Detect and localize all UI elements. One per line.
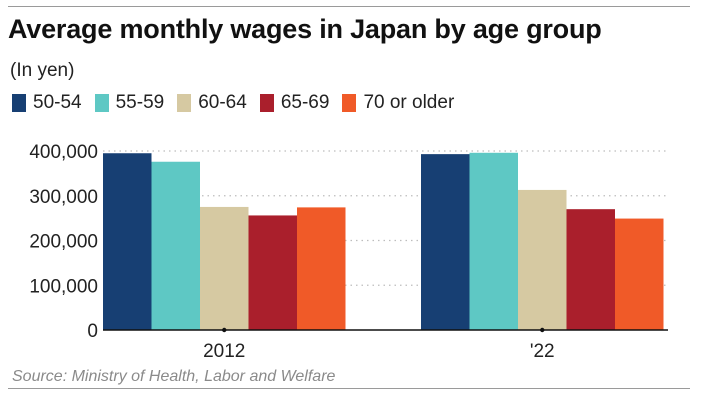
legend-item-60-64: 60-64 (177, 92, 247, 114)
legend: 50-54 55-59 60-64 65-69 70 or older (12, 92, 467, 114)
y-tick-label: 0 (87, 321, 98, 342)
chart-subtitle: (In yen) (10, 60, 75, 81)
legend-label-50-54: 50-54 (33, 92, 82, 113)
legend-swatch-60-64 (177, 94, 192, 112)
bar (469, 152, 518, 330)
bar (248, 215, 297, 330)
legend-swatch-55-59 (94, 94, 109, 112)
chart-title: Average monthly wages in Japan by age gr… (8, 14, 602, 44)
legend-item-65-69: 65-69 (259, 92, 330, 114)
legend-label-55-59: 55-59 (115, 92, 165, 113)
y-tick-label: 300,000 (29, 187, 98, 208)
legend-swatch-65-69 (259, 94, 274, 112)
legend-item-70-or-older: 70 or older (342, 92, 454, 114)
legend-item-55-59: 55-59 (94, 92, 165, 114)
y-tick-label: 200,000 (29, 232, 98, 253)
y-tick-label: 100,000 (29, 276, 98, 297)
bottom-rule (8, 388, 690, 389)
source-note: Source: Ministry of Health, Labor and We… (12, 368, 336, 385)
bar (200, 206, 249, 330)
legend-label-60-64: 60-64 (198, 92, 247, 113)
top-rule (8, 6, 690, 7)
bar (103, 153, 152, 330)
legend-label-65-69: 65-69 (280, 92, 330, 113)
legend-item-50-54: 50-54 (12, 92, 82, 114)
bar (518, 189, 567, 330)
y-tick-label: 400,000 (29, 142, 98, 163)
bar (566, 209, 615, 330)
legend-label-70-or-older: 70 or older (363, 92, 455, 113)
bar (615, 218, 664, 330)
legend-swatch-70-or-older (342, 94, 357, 112)
legend-swatch-50-54 (12, 94, 26, 112)
x-tick-label: '22 (530, 341, 555, 362)
x-tick-label: 2012 (203, 341, 245, 362)
bar (421, 154, 470, 330)
bar (297, 207, 346, 330)
bar (151, 161, 200, 330)
